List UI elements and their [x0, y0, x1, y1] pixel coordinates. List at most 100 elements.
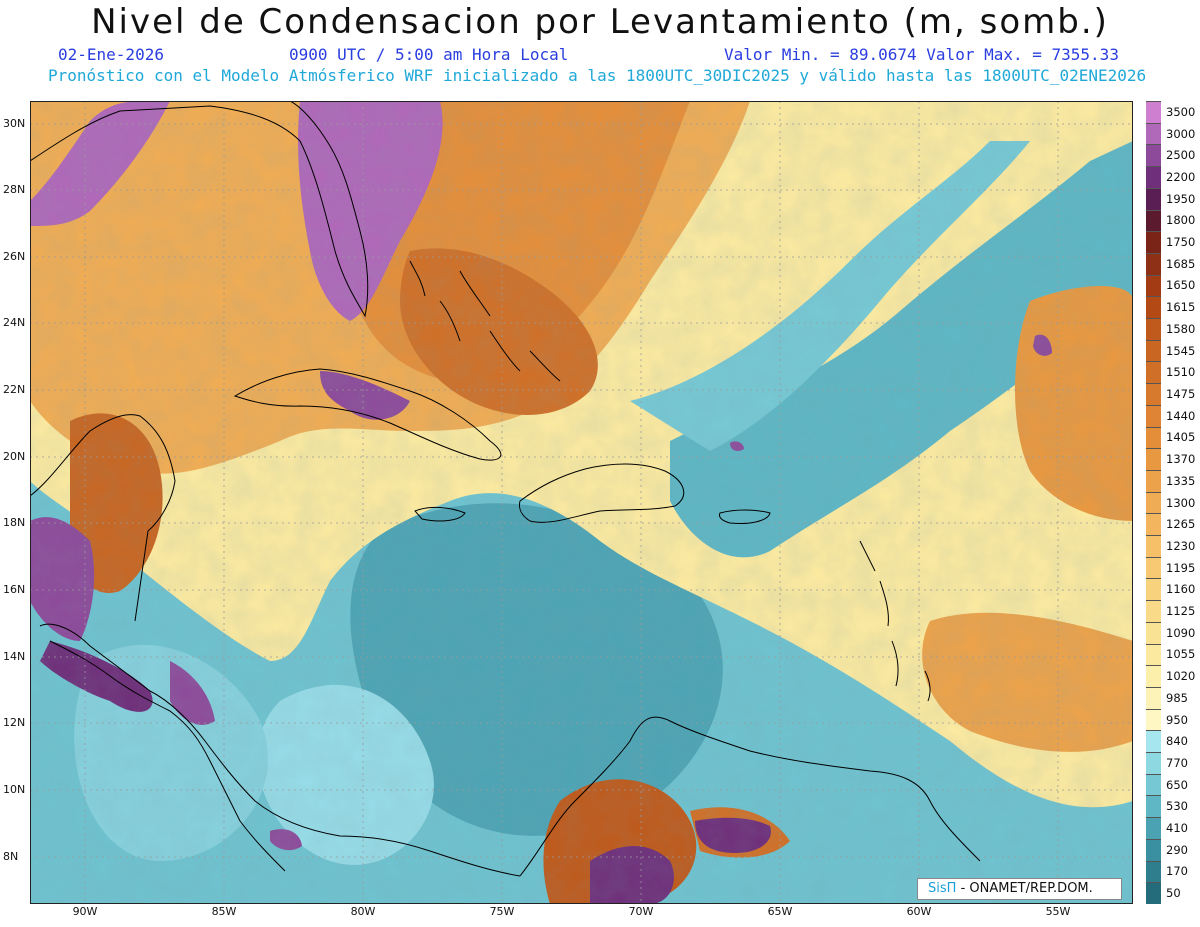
coastlines	[30, 101, 981, 877]
colorbar-label: 1055	[1166, 647, 1196, 662]
colorbar-label: 410	[1166, 821, 1188, 836]
lat-label-22n: 22N	[3, 383, 26, 396]
lon-label-75w: 75W	[489, 905, 515, 918]
colorbar-swatch	[1146, 122, 1161, 145]
colorbar-label: 1510	[1166, 365, 1196, 380]
colorbar-label: 170	[1166, 864, 1188, 879]
texture-overlay	[30, 101, 1133, 904]
colorbar-label: 1685	[1166, 256, 1196, 271]
colorbar-label: 1020	[1166, 669, 1196, 684]
colorbar-label: 2500	[1166, 148, 1196, 163]
colorbar-swatch	[1146, 513, 1161, 536]
credit-org: - ONAMET/REP.DOM.	[960, 881, 1093, 896]
colorbar-label: 1615	[1166, 300, 1196, 315]
lat-label-26n: 26N	[3, 250, 26, 263]
colorbar-swatch	[1146, 556, 1161, 579]
colorbar-label: 1440	[1166, 408, 1196, 423]
colorbar-label: 530	[1166, 799, 1188, 814]
colorbar-swatch	[1146, 643, 1161, 666]
colorbar-swatch	[1146, 101, 1161, 124]
lcl-map	[30, 101, 1133, 904]
colorbar-label: 1545	[1166, 343, 1196, 358]
colorbar-label: 1475	[1166, 386, 1196, 401]
lat-label-16n: 16N	[3, 583, 26, 596]
colorbar-label: 1370	[1166, 452, 1196, 467]
colorbar-label: 1125	[1166, 604, 1196, 618]
colorbar-swatch	[1146, 600, 1161, 623]
colorbar-swatch	[1146, 817, 1161, 840]
sispi-logo: SisΠ	[928, 881, 957, 896]
colorbar-label: 50	[1166, 886, 1181, 901]
colorbar-swatch	[1146, 383, 1161, 406]
colorbar-swatch	[1146, 252, 1161, 276]
model-info: Pronóstico con el Modelo Atmósferico WRF…	[48, 66, 1147, 85]
lat-label-12n: 12N	[3, 716, 26, 729]
colorbar-swatch	[1146, 426, 1161, 449]
colorbar-label: 1335	[1166, 473, 1196, 488]
colorbar-swatch	[1146, 209, 1161, 232]
colorbar-label: 290	[1166, 842, 1188, 857]
colorbar-swatch	[1146, 838, 1161, 862]
colorbar-swatch	[1146, 752, 1161, 775]
colorbar-swatch	[1146, 318, 1161, 341]
graticule	[30, 101, 1133, 904]
colorbar	[1146, 101, 1161, 905]
colorbar-swatch	[1146, 665, 1161, 688]
colorbar-swatch	[1146, 448, 1161, 471]
lat-label-24n: 24N	[3, 316, 26, 329]
forecast-date: 02-Ene-2026	[58, 45, 164, 64]
colorbar-swatch	[1146, 708, 1161, 731]
colorbar-swatch	[1146, 491, 1161, 514]
lat-label-10n: 10N	[3, 783, 26, 796]
colorbar-label: 3000	[1166, 126, 1196, 141]
colorbar-swatch	[1146, 860, 1161, 883]
lon-label-85w: 85W	[211, 905, 237, 918]
colorbar-label: 1300	[1166, 495, 1196, 510]
colorbar-swatch	[1146, 621, 1161, 645]
colorbar-label: 985	[1166, 690, 1188, 705]
colorbar-label: 950	[1166, 712, 1188, 727]
colorbar-swatch	[1146, 535, 1161, 558]
colorbar-swatch	[1146, 166, 1161, 189]
forecast-time: 0900 UTC / 5:00 am Hora Local	[289, 45, 569, 64]
colorbar-swatch	[1146, 339, 1161, 362]
lon-label-70w: 70W	[628, 905, 654, 918]
lon-label-80w: 80W	[350, 905, 376, 918]
colorbar-label: 840	[1166, 734, 1188, 749]
map-title: Nivel de Condensacion por Levantamiento …	[91, 2, 1109, 42]
colorbar-label: 1405	[1166, 430, 1196, 445]
lat-label-28n: 28N	[3, 183, 26, 196]
colorbar-label: 650	[1166, 777, 1188, 792]
colorbar-swatch	[1146, 144, 1161, 167]
colorbar-swatch	[1146, 404, 1161, 428]
lat-label-30n: 30N	[3, 117, 26, 130]
lon-label-90w: 90W	[72, 905, 98, 918]
lon-label-55w: 55W	[1045, 905, 1071, 918]
colorbar-swatch	[1146, 795, 1161, 818]
lat-label-20n: 20N	[3, 450, 26, 463]
colorbar-swatch	[1146, 686, 1161, 710]
colorbar-swatch	[1146, 231, 1161, 254]
colorbar-label: 1230	[1166, 538, 1196, 553]
colorbar-label: 1580	[1166, 321, 1196, 336]
colorbar-label: 1950	[1166, 191, 1196, 206]
colorbar-label: 2200	[1166, 169, 1196, 184]
colorbar-label: 1195	[1166, 560, 1196, 575]
colorbar-swatch	[1146, 730, 1161, 753]
colorbar-swatch	[1146, 578, 1161, 601]
lat-label-8n: 8N	[3, 850, 19, 863]
colorbar-swatch	[1146, 274, 1161, 297]
map-frame	[30, 101, 1133, 904]
colorbar-label: 3500	[1166, 104, 1196, 119]
min-max-values: Valor Min. = 89.0674 Valor Max. = 7355.3…	[724, 45, 1119, 64]
colorbar-label: 1265	[1166, 517, 1196, 532]
colorbar-label: 1160	[1166, 582, 1196, 597]
colorbar-label: 1800	[1166, 213, 1196, 228]
colorbar-swatch	[1146, 469, 1161, 493]
lon-label-60w: 60W	[906, 905, 932, 918]
credit-box: SisΠ - ONAMET/REP.DOM.	[917, 878, 1122, 900]
colorbar-label: 1090	[1166, 625, 1196, 640]
colorbar-swatch	[1146, 882, 1161, 905]
colorbar-swatch	[1146, 773, 1161, 796]
colorbar-swatch	[1146, 361, 1161, 384]
